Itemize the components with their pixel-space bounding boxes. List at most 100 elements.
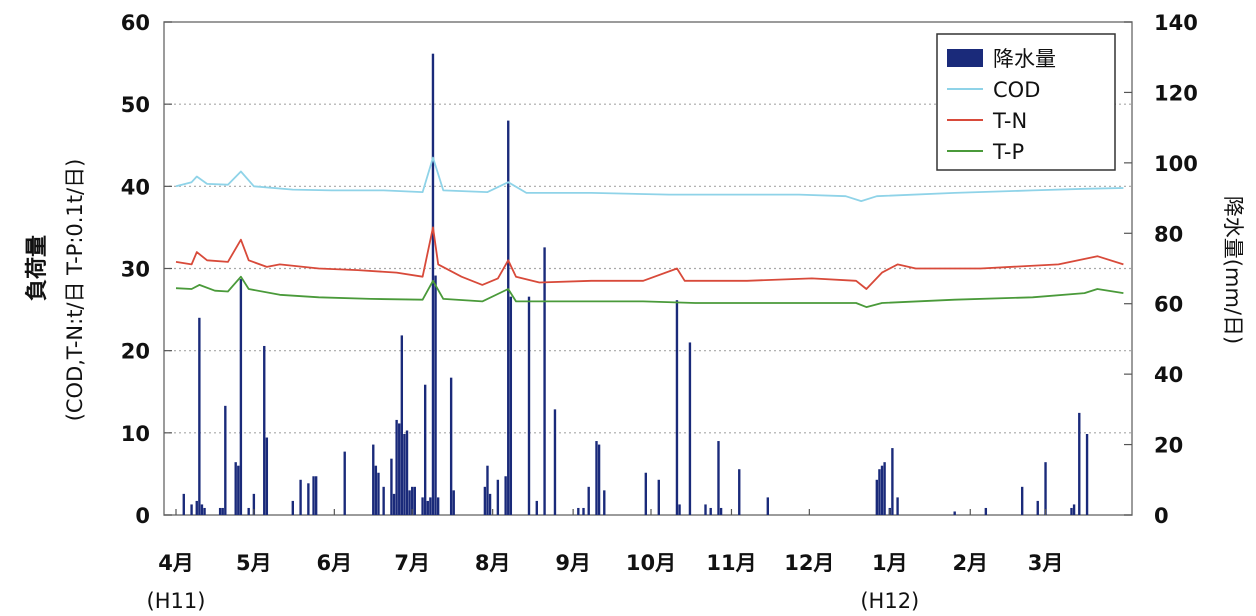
right-tick-label: 100 bbox=[1154, 152, 1198, 176]
line-series bbox=[175, 156, 1124, 309]
rain-bar bbox=[1020, 486, 1024, 515]
rain-bar bbox=[411, 486, 414, 515]
rain-bar bbox=[247, 507, 250, 515]
rain-bar bbox=[434, 275, 437, 515]
rain-bar bbox=[449, 377, 453, 515]
rain-bar bbox=[577, 507, 580, 515]
rain-bar bbox=[507, 120, 510, 515]
rain-bar bbox=[896, 497, 899, 515]
month-label: 7月 bbox=[394, 551, 430, 575]
right-tick-label: 0 bbox=[1154, 504, 1169, 528]
legend-label: T-N bbox=[992, 109, 1027, 133]
rain-bar bbox=[405, 430, 409, 515]
rain-bar bbox=[527, 296, 531, 515]
rain-bar bbox=[307, 483, 310, 515]
legend-label: COD bbox=[993, 78, 1040, 102]
rain-bar bbox=[582, 507, 585, 515]
right-tick-label: 80 bbox=[1154, 222, 1183, 246]
rain-bar bbox=[224, 405, 227, 515]
rain-bar bbox=[382, 486, 385, 515]
rain-bar bbox=[597, 444, 601, 515]
rain-bar bbox=[190, 504, 193, 515]
rain-bar bbox=[1036, 500, 1039, 515]
legend: 降水量 COD T-N T-P bbox=[936, 33, 1116, 171]
rain-bar bbox=[688, 342, 692, 515]
rain-bar bbox=[218, 507, 222, 515]
right-tick-label: 20 bbox=[1154, 434, 1183, 458]
legend-label: 降水量 bbox=[993, 47, 1056, 71]
rain-bar bbox=[203, 507, 206, 515]
left-axis-title-line1: 負荷量 bbox=[24, 235, 50, 301]
rain-bar bbox=[543, 247, 546, 515]
rain-bar bbox=[1078, 412, 1081, 515]
rain-bar bbox=[875, 479, 879, 515]
right-tick-label: 140 bbox=[1154, 11, 1198, 35]
rain-bar bbox=[504, 476, 507, 515]
rain-bar bbox=[198, 317, 201, 515]
month-label: 9月 bbox=[555, 551, 591, 575]
rain-bar bbox=[314, 476, 318, 515]
rain-bar bbox=[374, 465, 378, 515]
era-label: (H12) bbox=[860, 589, 919, 613]
rain-bar bbox=[221, 507, 224, 515]
rain-bar bbox=[719, 507, 723, 515]
rain-bar bbox=[984, 507, 988, 515]
rain-bar bbox=[535, 500, 538, 515]
rain-bar bbox=[595, 441, 598, 515]
month-label: 12月 bbox=[784, 551, 834, 575]
rain-bar bbox=[252, 493, 256, 515]
legend-label: T-P bbox=[992, 140, 1024, 164]
month-label: 11月 bbox=[706, 551, 756, 575]
rain-bar bbox=[486, 465, 489, 515]
rain-bar bbox=[234, 462, 237, 515]
month-label: 8月 bbox=[475, 551, 511, 575]
rain-bar bbox=[644, 472, 647, 515]
right-tick-label: 120 bbox=[1154, 81, 1198, 105]
right-tick-label: 40 bbox=[1154, 363, 1183, 387]
series-line-t-n bbox=[175, 226, 1124, 290]
rain-bar bbox=[883, 462, 886, 515]
month-label: 4月 bbox=[158, 551, 194, 575]
rain-bar bbox=[291, 500, 294, 515]
rain-bar bbox=[200, 504, 204, 515]
rain-bar bbox=[766, 497, 769, 515]
month-label: 1月 bbox=[872, 551, 908, 575]
left-tick-label: 50 bbox=[121, 93, 150, 117]
rain-bar bbox=[953, 511, 956, 515]
right-tick-label: 60 bbox=[1154, 293, 1183, 317]
left-tick-label: 60 bbox=[121, 11, 150, 35]
right-axis-ticks: 0 20 40 60 80 100 120 140 bbox=[1124, 11, 1198, 528]
rain-bar bbox=[431, 53, 435, 515]
rain-bar bbox=[372, 444, 375, 515]
rain-bar bbox=[395, 419, 398, 515]
month-label: 2月 bbox=[952, 551, 988, 575]
rain-bar bbox=[878, 469, 881, 515]
rain-bar bbox=[452, 490, 455, 515]
rain-bar bbox=[312, 476, 315, 515]
rain-bar bbox=[553, 409, 557, 515]
rain-bar bbox=[421, 497, 424, 515]
rain-bar bbox=[400, 335, 404, 515]
rain-bar bbox=[436, 497, 440, 515]
rain-bar bbox=[299, 479, 302, 515]
rain-bar bbox=[263, 345, 266, 515]
series-line-cod bbox=[175, 156, 1124, 203]
rain-bar bbox=[678, 504, 681, 515]
rain-bar bbox=[413, 486, 416, 515]
rain-bar bbox=[880, 465, 884, 515]
rain-bar bbox=[237, 465, 240, 515]
rain-bar bbox=[1044, 462, 1047, 515]
rain-bar bbox=[603, 490, 606, 515]
right-axis-title: 降水量(mm/日) bbox=[1221, 196, 1245, 344]
rain-bar bbox=[403, 434, 406, 515]
series-line-t-p bbox=[175, 275, 1124, 309]
left-tick-label: 0 bbox=[135, 504, 150, 528]
rain-bar bbox=[390, 458, 393, 515]
left-axis-title-line2: (COD,T-N:t/日 T-P:0.1t/日) bbox=[63, 159, 87, 422]
month-label: 5月 bbox=[236, 551, 272, 575]
rain-bar bbox=[1072, 504, 1076, 515]
rain-bar bbox=[343, 451, 346, 515]
rain-bar bbox=[408, 490, 411, 515]
rain-bar bbox=[398, 423, 401, 515]
